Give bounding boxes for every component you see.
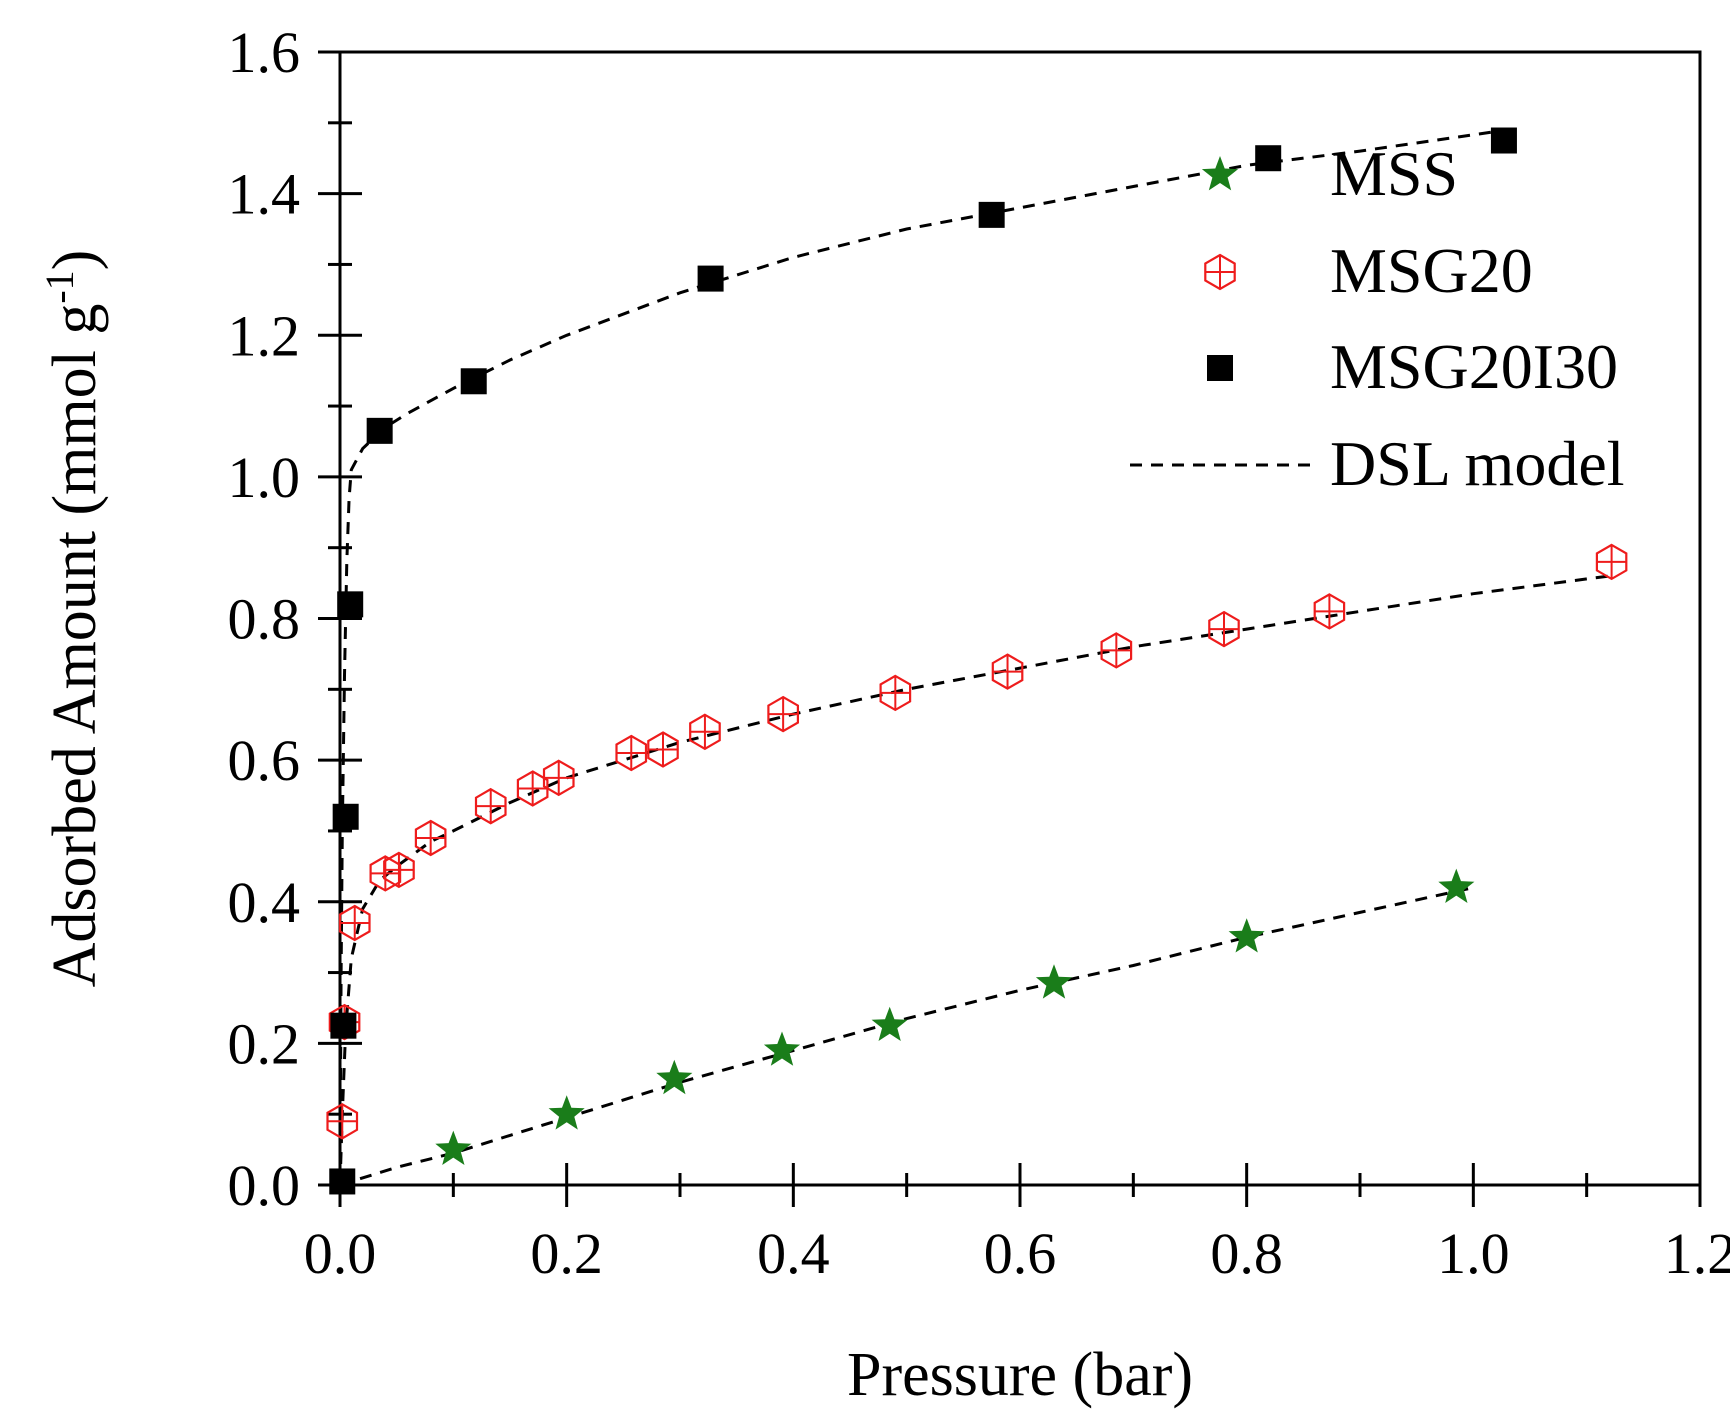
y-axis-title-main: Adsorbed Amount (mmol g xyxy=(41,304,109,988)
square-marker xyxy=(978,201,1005,228)
square-marker xyxy=(1490,127,1517,154)
star-marker xyxy=(548,1095,585,1130)
x-tick-label: 1.0 xyxy=(1437,1221,1510,1286)
square-marker xyxy=(460,368,487,395)
legend-label: MSG20I30 xyxy=(1330,331,1618,402)
square-marker xyxy=(332,803,359,830)
plot-frame xyxy=(338,50,1702,1187)
dsl-model-curve xyxy=(338,574,1610,1186)
hexagon-cross-marker xyxy=(338,904,371,942)
square-marker xyxy=(337,591,364,618)
data-points xyxy=(326,127,1628,1195)
y-tick-label: 0.2 xyxy=(228,1011,301,1076)
hexagon-outline xyxy=(767,695,800,733)
legend-label: DSL model xyxy=(1330,428,1625,499)
hexagon-cross-marker xyxy=(1595,543,1628,581)
y-axis-title-superscript: -1 xyxy=(37,270,82,303)
x-tick-label: 1.2 xyxy=(1664,1221,1730,1286)
hexagon-cross-marker xyxy=(414,819,447,857)
hexagon-outline xyxy=(516,770,549,807)
x-tick-label: 0.8 xyxy=(1210,1221,1283,1286)
legend: MSS MSG20 MSG20I30 DSL model xyxy=(1130,138,1625,499)
star-marker xyxy=(435,1130,472,1165)
star-marker xyxy=(1228,918,1265,953)
x-tick-label: 0.0 xyxy=(304,1221,377,1286)
y-tick-label: 0.0 xyxy=(228,1153,301,1218)
x-axis-title: Pressure (bar) xyxy=(847,1341,1193,1409)
hexagon-cross-marker xyxy=(1100,632,1133,669)
axes: 0.0 0.2 0.4 0.6 0.8 1.0 1.2 0.0 0.2 0.4 0.6 0.8 1.0 1… xyxy=(228,20,1730,1286)
hexagon-cross-marker xyxy=(542,759,575,797)
dsl-model-curve xyxy=(338,128,1508,1186)
hexagon-cross-marker xyxy=(474,787,507,825)
y-tick-label: 1.4 xyxy=(228,162,301,227)
series-msg20i30 xyxy=(329,127,1517,1195)
hexagon-cross-marker xyxy=(615,734,648,772)
y-tick-label: 0.8 xyxy=(228,587,301,652)
y-axis-title-end: ) xyxy=(41,250,109,271)
hexagon-cross-marker xyxy=(516,770,549,807)
star-marker xyxy=(763,1031,801,1066)
hexagon-cross-marker xyxy=(383,851,415,889)
x-tick-label: 0.2 xyxy=(530,1221,603,1286)
hexagon-cross-marker xyxy=(1313,593,1346,630)
square-marker xyxy=(1207,355,1233,381)
star-marker xyxy=(871,1006,908,1041)
hexagon-cross-marker xyxy=(879,674,912,712)
hexagon-outline xyxy=(474,787,507,825)
square-marker xyxy=(330,1012,357,1039)
square-marker xyxy=(329,1168,356,1195)
model-fit-curves xyxy=(338,128,1610,1187)
hexagon-cross-marker xyxy=(1208,610,1240,648)
square-marker xyxy=(697,265,724,292)
star-marker xyxy=(1438,868,1475,903)
x-tick-label: 0.4 xyxy=(757,1221,830,1286)
square-marker xyxy=(1255,145,1282,172)
x-tick-label: 0.6 xyxy=(984,1221,1057,1286)
hexagon-cross-marker xyxy=(1204,253,1236,291)
square-marker xyxy=(366,417,393,444)
star-marker xyxy=(656,1059,693,1095)
hexagon-outline xyxy=(1100,632,1133,669)
star-marker xyxy=(1201,156,1239,191)
series-mss xyxy=(435,868,1475,1165)
hexagon-cross-marker xyxy=(689,713,721,751)
star-marker xyxy=(1035,964,1073,999)
y-tick-label: 0.4 xyxy=(228,870,301,935)
hexagon-cross-marker xyxy=(647,731,679,768)
y-tick-label: 1.6 xyxy=(228,20,301,85)
y-axis-title: Adsorbed Amount (mmol g-1) xyxy=(37,250,110,988)
legend-label: MSG20 xyxy=(1330,235,1533,306)
hexagon-outline xyxy=(383,851,415,889)
dsl-model-curve xyxy=(339,886,1474,1187)
hexagon-cross-marker xyxy=(369,855,402,892)
hexagon-outline xyxy=(326,1103,359,1140)
y-tick-label: 1.0 xyxy=(228,445,301,510)
hexagon-outline xyxy=(879,674,912,712)
y-tick-label: 1.2 xyxy=(228,303,301,368)
hexagon-cross-marker xyxy=(326,1103,359,1140)
series-msg20 xyxy=(326,543,1628,1140)
hexagon-cross-marker xyxy=(991,653,1024,690)
legend-label: MSS xyxy=(1330,138,1458,209)
hexagon-outline xyxy=(338,904,371,942)
hexagon-cross-marker xyxy=(767,695,800,733)
y-tick-label: 0.6 xyxy=(228,728,301,793)
hexagon-outline xyxy=(1595,543,1628,581)
